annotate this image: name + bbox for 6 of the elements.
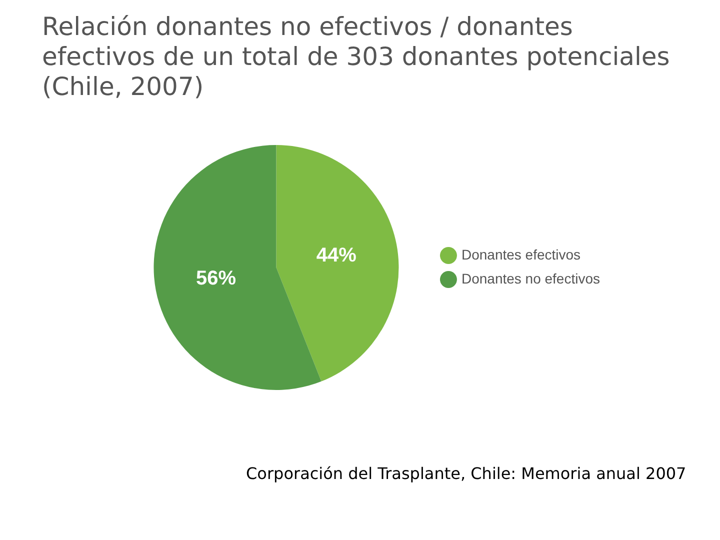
chart-title: Relación donantes no efectivos / donantes efectivos de un total de 303 donantes potenciales (Chile, 2007) bbox=[42, 12, 671, 102]
text: Corporación del Trasplante, Chile: Memoria anual 2007 bbox=[246, 464, 686, 483]
legend-label: Donantes efectivos bbox=[461, 246, 581, 262]
legend-label: Donantes no efectivos bbox=[461, 270, 600, 286]
data-label: 56% bbox=[196, 267, 236, 290]
data-label: 44% bbox=[316, 244, 357, 267]
